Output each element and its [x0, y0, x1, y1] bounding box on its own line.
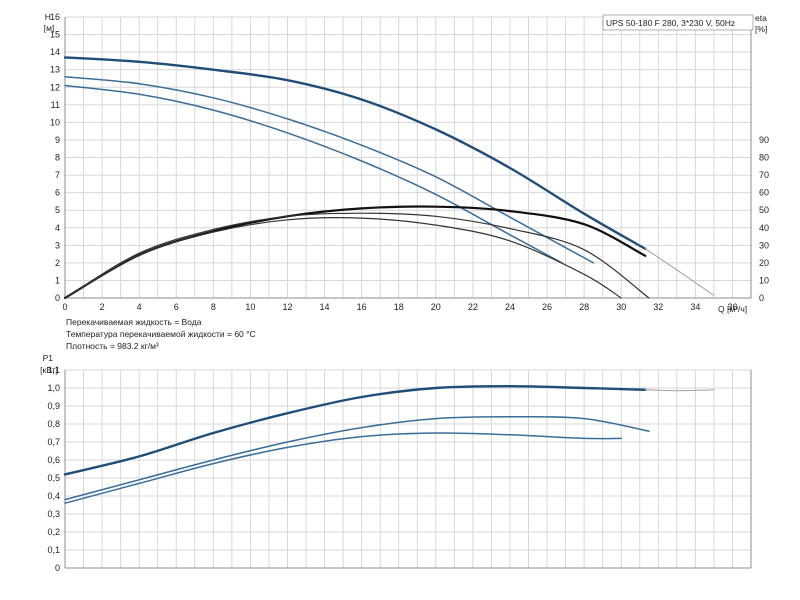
p1-tick-label: 0,9: [47, 401, 60, 411]
head-curve-1: [644, 248, 715, 296]
eta-tick-label: 60: [759, 188, 769, 198]
head-chart-ticks: 0 2 4 6 8 10 12 14 16 18 20 22 24 26 28 30 32 34 360123456…: [50, 12, 769, 312]
head-efficiency-chart: 0 2 4 6 8 10 12 14 16 18 20 22 24 26 28 30 32 34 360123456…: [44, 12, 769, 351]
x-tick-label: 24: [505, 302, 515, 312]
y-tick-label: 2: [55, 258, 60, 268]
eta-tick-label: 10: [759, 275, 769, 285]
x-tick-label: 26: [542, 302, 552, 312]
eta-tick-label: 0: [759, 293, 764, 303]
chart-title: UPS 50-180 F 280, 3*230 V, 50Hz: [606, 18, 735, 28]
x-tick-label: 16: [357, 302, 367, 312]
head-chart-grid: [64, 16, 752, 299]
y-tick-label: 9: [55, 135, 60, 145]
eta-tick-label: 70: [759, 170, 769, 180]
x-tick-label: 10: [245, 302, 255, 312]
y-tick-label: 8: [55, 153, 60, 163]
eta-axis-label: eta [%]: [755, 13, 769, 34]
power-axis-label: P1 [кВт]: [40, 353, 58, 375]
power-chart-grid: [64, 369, 752, 569]
y-tick-label: 10: [50, 117, 60, 127]
y-tick-label: 13: [50, 65, 60, 75]
y-tick-label: 4: [55, 223, 60, 233]
power-curve-1: [644, 389, 715, 392]
efficiency-curve-5: [64, 212, 650, 299]
head-curve-2: [64, 75, 595, 264]
p1-tick-label: 0,7: [47, 437, 60, 447]
p1-tick-label: 0,3: [47, 509, 60, 519]
head-curve-3: [64, 84, 563, 264]
x-tick-label: 4: [137, 302, 142, 312]
power-curve-3: [64, 432, 622, 504]
x-tick-label: 36: [727, 302, 737, 312]
x-tick-label: 34: [690, 302, 700, 312]
fluid-note: Перекачиваемая жидкость = Вода: [66, 317, 202, 327]
x-tick-label: 14: [320, 302, 330, 312]
power-chart-series: [63, 384, 715, 504]
eta-tick-label: 20: [759, 258, 769, 268]
y-tick-label: 15: [50, 30, 60, 40]
eta-tick-label: 40: [759, 223, 769, 233]
x-tick-label: 30: [616, 302, 626, 312]
x-tick-label: 6: [174, 302, 179, 312]
flow-axis-label: Q [м³/ч]: [718, 304, 747, 314]
p1-tick-label: 0,5: [47, 473, 60, 483]
head-curve-0: [63, 56, 647, 250]
x-tick-label: 28: [579, 302, 589, 312]
eta-tick-label: 50: [759, 205, 769, 215]
p1-tick-label: 0: [55, 563, 60, 573]
p1-tick-label: 1,0: [47, 383, 60, 393]
x-tick-label: 2: [100, 302, 105, 312]
x-tick-label: 12: [282, 302, 292, 312]
eta-tick-label: 30: [759, 240, 769, 250]
y-tick-label: 5: [55, 205, 60, 215]
efficiency-curve-6: [64, 217, 622, 299]
x-tick-label: 20: [431, 302, 441, 312]
y-tick-label: 3: [55, 240, 60, 250]
power-chart: 0 0,1 0,2 0,3 0,4 0,5 0,6 0,7 0,8 0,9 1,0 1,1 P1 [к…: [40, 353, 752, 573]
power-chart-ticks: 0 0,1 0,2 0,3 0,4 0,5 0,6 0,7 0,8 0,9 1,0 1,1: [47, 365, 60, 573]
x-tick-label: 0: [62, 302, 67, 312]
y-tick-label: 0: [55, 293, 60, 303]
p1-tick-label: 0,4: [47, 491, 60, 501]
y-tick-label: 11: [51, 100, 60, 110]
power-curve-0: [63, 384, 647, 476]
x-tick-label: 18: [394, 302, 404, 312]
y-tick-label: 6: [55, 188, 60, 198]
head-chart-series: [63, 56, 715, 300]
p1-tick-label: 0,2: [47, 527, 60, 537]
y-tick-label: 14: [50, 47, 60, 57]
chart-title-box: [602, 14, 754, 31]
temperature-note: Температура перекачиваемой жидкости = 60…: [66, 329, 256, 339]
p1-tick-label: 1,1: [47, 365, 60, 375]
x-tick-label: 22: [468, 302, 478, 312]
power-curve-2: [64, 415, 650, 501]
p1-tick-label: 0,1: [47, 545, 60, 555]
y-tick-label: 16: [50, 12, 60, 22]
y-tick-label: 1: [55, 275, 60, 285]
density-note: Плотность = 983.2 кг/м³: [66, 341, 159, 351]
y-tick-label: 7: [55, 170, 60, 180]
p1-tick-label: 0,8: [47, 419, 60, 429]
x-tick-label: 32: [653, 302, 663, 312]
x-tick-label: 8: [211, 302, 216, 312]
eta-tick-label: 90: [759, 135, 769, 145]
efficiency-curve-4: [63, 205, 647, 300]
eta-tick-label: 80: [759, 153, 769, 163]
head-axis-label: H [м]: [44, 12, 55, 33]
p1-tick-label: 0,6: [47, 455, 60, 465]
y-tick-label: 12: [50, 82, 60, 92]
